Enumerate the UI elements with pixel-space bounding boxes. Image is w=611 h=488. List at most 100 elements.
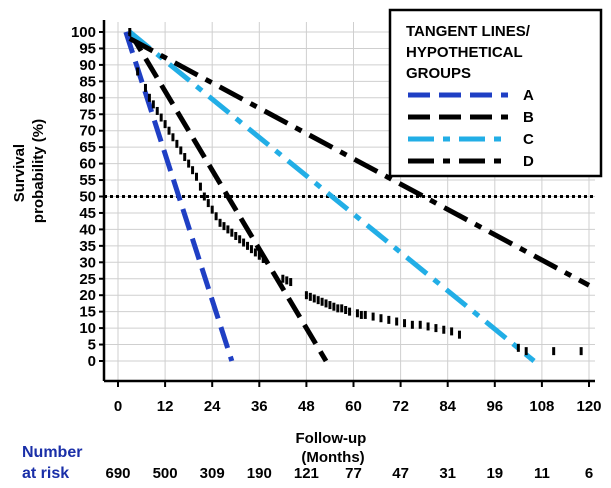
x-tick-label: 108	[529, 398, 554, 415]
number-at-risk-value: 500	[153, 465, 178, 482]
km-point	[179, 146, 183, 155]
km-point	[308, 292, 312, 301]
x-tick-label: 24	[204, 398, 221, 415]
km-point	[344, 306, 348, 315]
km-point	[218, 218, 222, 227]
km-point	[175, 139, 179, 148]
axes	[99, 20, 595, 387]
y-tick-label: 15	[79, 304, 96, 321]
km-curve	[128, 28, 583, 356]
y-tick-label: 75	[79, 106, 96, 123]
y-tick-label: 5	[88, 337, 96, 354]
km-point	[363, 310, 367, 319]
km-point	[187, 159, 191, 168]
y-tick-label: 70	[79, 123, 96, 140]
km-point	[281, 274, 285, 283]
km-point	[450, 327, 454, 336]
km-point	[136, 67, 140, 76]
y-tick-label: 90	[79, 57, 96, 74]
km-point	[143, 83, 147, 92]
km-point	[191, 166, 195, 175]
km-point	[316, 296, 320, 305]
km-point	[516, 343, 520, 352]
km-point	[332, 302, 336, 311]
x-axis-title-line1: Follow-up	[296, 430, 367, 447]
km-point	[253, 248, 257, 257]
y-axis-title-line2: probability (%)	[30, 119, 47, 223]
x-axis-title: Follow-up (Months)	[296, 430, 371, 466]
km-point	[304, 291, 308, 300]
tangent-line-b	[127, 30, 329, 363]
km-point	[261, 255, 265, 264]
km-point	[348, 307, 352, 316]
y-tick-label: 100	[71, 24, 96, 41]
number-at-risk-values: 690 500 309 190 121 77 47 31 19 11 6	[105, 465, 593, 482]
legend-label-c: C	[523, 131, 534, 148]
km-point	[147, 93, 151, 102]
km-point	[183, 153, 187, 162]
km-point	[163, 120, 167, 129]
km-point	[214, 212, 218, 221]
km-point	[222, 222, 226, 231]
km-point	[524, 347, 528, 356]
legend-title-line2: HYPOTHETICAL	[406, 44, 523, 61]
legend-title: TANGENT LINES/ HYPOTHETICAL GROUPS	[406, 23, 534, 82]
km-point	[128, 28, 132, 36]
y-tick-label: 0	[88, 353, 96, 370]
y-tick-label: 10	[79, 320, 96, 337]
km-point	[359, 310, 363, 319]
km-point	[457, 330, 461, 339]
km-point	[434, 324, 438, 333]
km-point	[230, 228, 234, 237]
km-point	[285, 276, 289, 285]
number-at-risk-value: 6	[585, 465, 593, 482]
km-point	[418, 320, 422, 329]
km-point	[195, 172, 198, 181]
km-point	[206, 199, 210, 208]
number-at-risk-value: 690	[105, 465, 130, 482]
km-point	[395, 317, 399, 326]
number-at-risk-value: 47	[392, 465, 409, 482]
y-axis-title-line1: Survival	[11, 144, 28, 202]
km-point	[552, 347, 556, 356]
km-point	[328, 301, 332, 310]
x-tick-label: 84	[439, 398, 456, 415]
legend-title-line3: GROUPS	[406, 65, 471, 82]
km-point	[442, 325, 446, 334]
number-at-risk-value: 190	[247, 465, 272, 482]
km-point	[226, 225, 230, 234]
km-point	[336, 304, 340, 313]
km-point	[371, 312, 375, 321]
x-tick-label: 72	[392, 398, 409, 415]
km-point	[340, 304, 344, 313]
km-point	[234, 231, 238, 240]
km-point	[387, 315, 391, 324]
km-point	[324, 299, 328, 308]
km-point	[246, 241, 250, 250]
legend-label-b: B	[523, 109, 534, 126]
km-point	[289, 278, 293, 287]
y-tick-label: 50	[79, 189, 96, 206]
km-point	[257, 251, 261, 260]
x-tick-label: 12	[157, 398, 174, 415]
tick-labels: 0510152025303540455055606570758085909510…	[71, 24, 602, 415]
km-point	[379, 314, 383, 323]
y-tick-label: 45	[79, 205, 96, 222]
km-point	[159, 113, 163, 122]
tangent-line-d	[128, 36, 591, 288]
number-at-risk-value: 77	[345, 465, 362, 482]
y-tick-label: 40	[79, 221, 96, 238]
y-tick-label: 30	[79, 254, 96, 271]
km-point	[242, 238, 246, 247]
y-tick-label: 25	[79, 271, 96, 288]
y-tick-label: 55	[79, 172, 96, 189]
km-point	[167, 126, 171, 135]
y-tick-label: 65	[79, 139, 96, 156]
legend-label-d: D	[523, 153, 534, 170]
number-at-risk-label: Number at risk	[22, 444, 87, 482]
tangent-lines	[123, 30, 591, 363]
km-point	[249, 245, 253, 254]
